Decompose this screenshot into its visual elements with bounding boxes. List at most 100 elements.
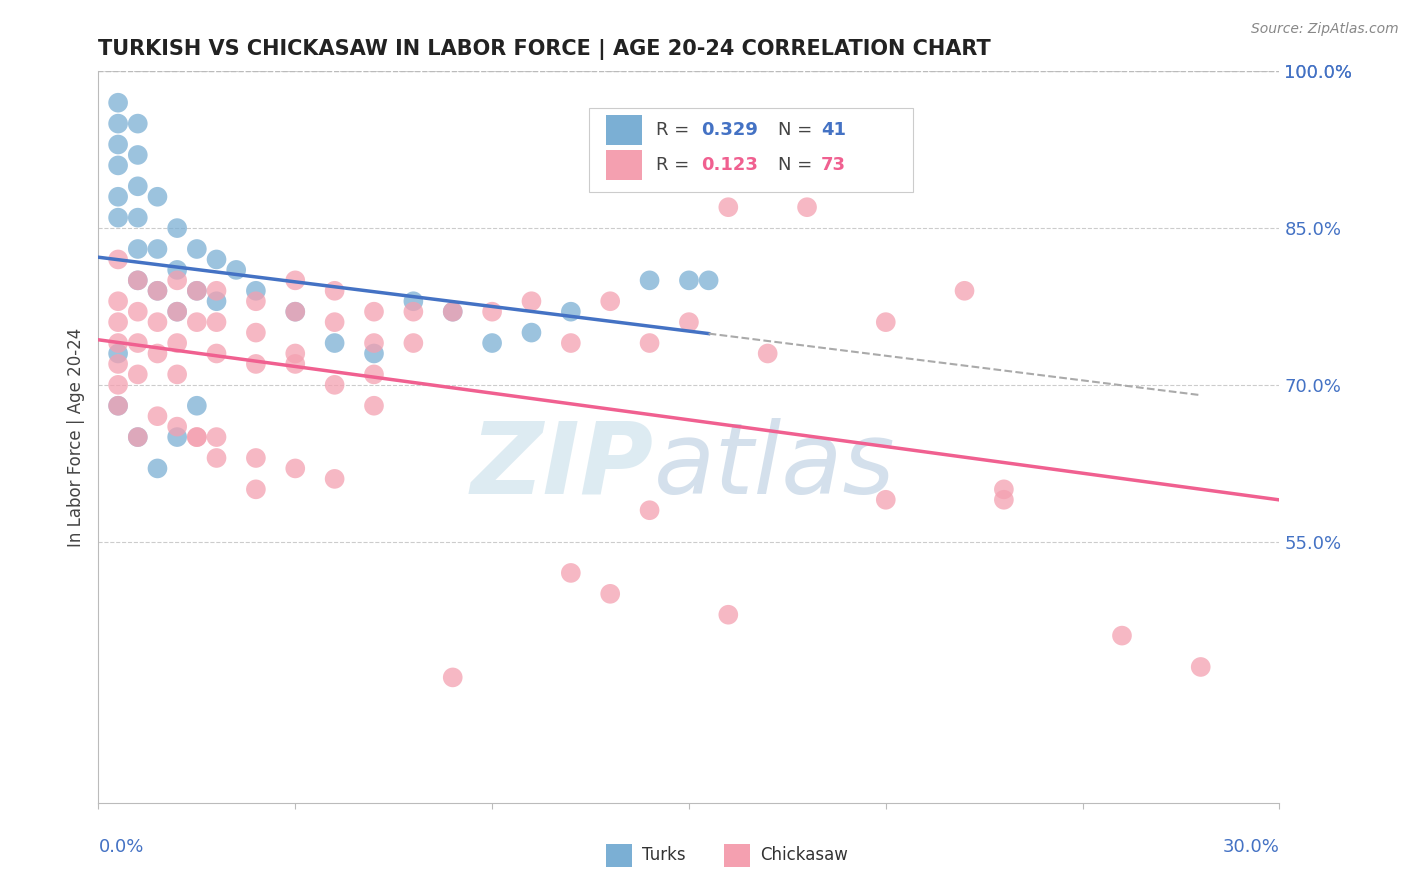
Point xyxy=(245,483,267,497)
Point xyxy=(284,346,307,360)
Point xyxy=(796,200,818,214)
Point xyxy=(599,587,621,601)
Point xyxy=(107,346,129,360)
Point xyxy=(481,336,503,351)
Point xyxy=(520,294,543,309)
Point xyxy=(323,315,346,329)
Point xyxy=(166,368,188,382)
Point xyxy=(107,336,129,351)
Point xyxy=(284,357,307,371)
Point xyxy=(127,368,149,382)
Y-axis label: In Labor Force | Age 20-24: In Labor Force | Age 20-24 xyxy=(66,327,84,547)
Point xyxy=(107,117,129,131)
Point xyxy=(363,368,385,382)
Point xyxy=(166,304,188,318)
Point xyxy=(107,399,129,413)
Point xyxy=(107,158,129,172)
Point xyxy=(245,450,267,465)
Point xyxy=(186,242,208,256)
Point xyxy=(402,304,425,318)
Point xyxy=(166,304,188,318)
Point xyxy=(363,399,385,413)
Text: R =: R = xyxy=(655,121,695,139)
Point xyxy=(127,430,149,444)
Point xyxy=(146,190,169,204)
Text: 0.329: 0.329 xyxy=(700,121,758,139)
Point xyxy=(402,336,425,351)
Point xyxy=(127,211,149,225)
Point xyxy=(127,148,149,162)
Point xyxy=(166,273,188,287)
Point xyxy=(107,137,129,152)
Point xyxy=(993,483,1015,497)
Point xyxy=(1189,660,1212,674)
Point xyxy=(363,304,385,318)
Text: 0.0%: 0.0% xyxy=(98,838,143,855)
Point xyxy=(284,461,307,475)
Point xyxy=(186,399,208,413)
Point xyxy=(245,294,267,309)
Text: TURKISH VS CHICKASAW IN LABOR FORCE | AGE 20-24 CORRELATION CHART: TURKISH VS CHICKASAW IN LABOR FORCE | AG… xyxy=(98,38,991,60)
Point xyxy=(205,450,228,465)
Point xyxy=(993,492,1015,507)
Point xyxy=(107,252,129,267)
Point xyxy=(875,492,897,507)
Point xyxy=(284,304,307,318)
Point xyxy=(284,304,307,318)
Point xyxy=(127,304,149,318)
Point xyxy=(107,211,129,225)
FancyBboxPatch shape xyxy=(606,114,641,145)
FancyBboxPatch shape xyxy=(724,844,751,867)
Point xyxy=(205,294,228,309)
Point xyxy=(717,607,740,622)
Point xyxy=(107,357,129,371)
Point xyxy=(146,284,169,298)
Text: atlas: atlas xyxy=(654,417,896,515)
Point xyxy=(127,273,149,287)
Point xyxy=(146,315,169,329)
Point xyxy=(599,294,621,309)
FancyBboxPatch shape xyxy=(606,844,633,867)
Point xyxy=(245,357,267,371)
Text: Chickasaw: Chickasaw xyxy=(759,847,848,864)
Text: 73: 73 xyxy=(821,156,846,174)
Point xyxy=(146,242,169,256)
Point xyxy=(127,273,149,287)
Point xyxy=(166,419,188,434)
Point xyxy=(186,430,208,444)
Point xyxy=(323,472,346,486)
Point xyxy=(481,304,503,318)
Point xyxy=(107,315,129,329)
Point xyxy=(205,430,228,444)
Point xyxy=(441,304,464,318)
Text: Source: ZipAtlas.com: Source: ZipAtlas.com xyxy=(1251,22,1399,37)
Point xyxy=(402,294,425,309)
Point xyxy=(127,117,149,131)
Point xyxy=(560,304,582,318)
Point xyxy=(638,273,661,287)
Point xyxy=(323,377,346,392)
Point xyxy=(107,377,129,392)
Point xyxy=(875,315,897,329)
Point xyxy=(146,284,169,298)
Point xyxy=(245,326,267,340)
Point xyxy=(560,336,582,351)
Point xyxy=(756,346,779,360)
Point xyxy=(638,336,661,351)
Point xyxy=(127,430,149,444)
Point xyxy=(127,179,149,194)
Point xyxy=(638,503,661,517)
Text: 0.123: 0.123 xyxy=(700,156,758,174)
Point xyxy=(166,430,188,444)
Text: 30.0%: 30.0% xyxy=(1223,838,1279,855)
Point xyxy=(245,284,267,298)
Point xyxy=(363,336,385,351)
Point xyxy=(678,273,700,287)
Point xyxy=(717,200,740,214)
Point xyxy=(953,284,976,298)
Point xyxy=(205,284,228,298)
Point xyxy=(107,399,129,413)
Point xyxy=(166,336,188,351)
Point xyxy=(166,221,188,235)
Point xyxy=(127,336,149,351)
